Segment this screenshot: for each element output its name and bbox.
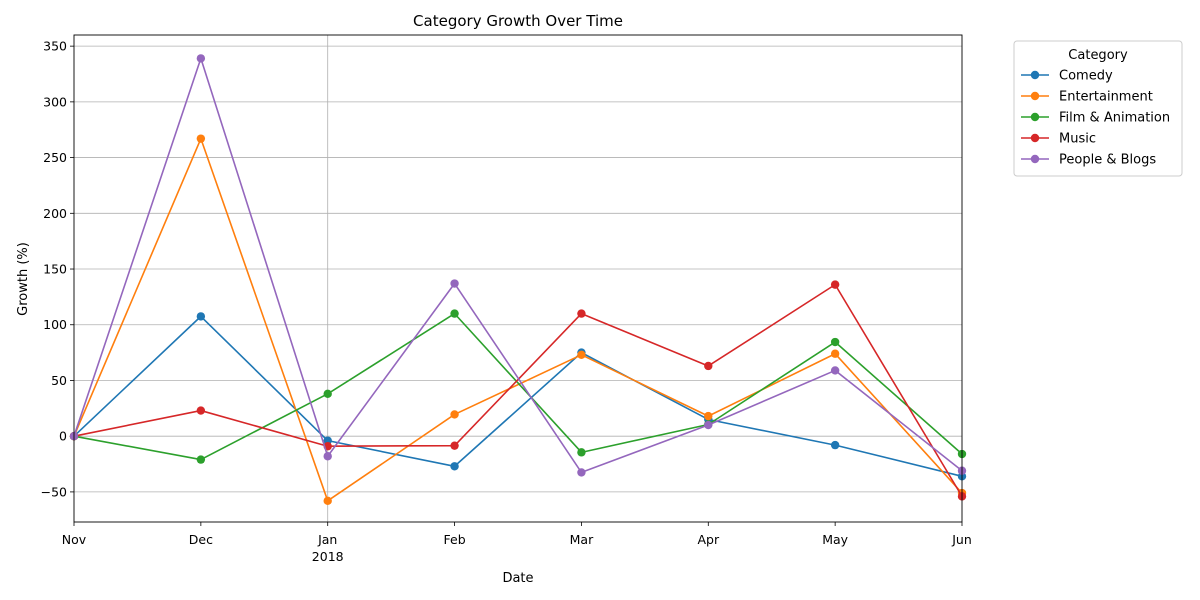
data-point xyxy=(830,337,840,347)
legend-marker xyxy=(1030,91,1040,101)
data-point xyxy=(196,134,206,143)
series-line xyxy=(73,315,963,478)
data-point xyxy=(577,448,586,457)
legend: Category Comedy Entertainment Film & Anima… xyxy=(1013,40,1183,177)
data-point xyxy=(577,350,586,360)
y-tick-label: 200 xyxy=(43,206,67,221)
data-point xyxy=(577,309,586,318)
y-tick-label: 250 xyxy=(43,150,67,165)
y-tick-label: −50 xyxy=(41,484,67,499)
data-point xyxy=(323,452,332,461)
data-point xyxy=(704,411,713,421)
data-point xyxy=(323,496,332,506)
data-point xyxy=(830,349,840,358)
y-tick-label: 350 xyxy=(43,39,67,54)
legend-label: Entertainment xyxy=(1059,90,1153,105)
legend-marker xyxy=(1030,70,1040,80)
x-tick-label: May xyxy=(822,532,848,547)
legend-marker xyxy=(1030,112,1040,122)
y-tick-label: 150 xyxy=(43,262,67,277)
data-point xyxy=(196,312,206,321)
y-tick-label: 50 xyxy=(51,373,67,388)
legend-title: Category xyxy=(1068,48,1128,63)
x-tick-label: Jan xyxy=(317,532,337,547)
x-tick-label: Feb xyxy=(444,532,466,547)
data-point xyxy=(450,462,459,471)
data-point xyxy=(196,54,206,63)
axes: −50 0 50 100 150 200 250 300 350 Nov Dec Jan 2018 Feb… xyxy=(41,39,972,564)
data-point xyxy=(830,440,840,450)
x-tick-label: Jun xyxy=(951,532,972,547)
data-point xyxy=(450,279,459,288)
legend-label: Film & Animation xyxy=(1059,111,1170,126)
data-point xyxy=(450,309,459,318)
series-line xyxy=(73,137,963,502)
data-point xyxy=(450,441,459,450)
legend-label: Music xyxy=(1059,132,1096,147)
y-axis-title: Growth (%) xyxy=(16,242,31,316)
data-point xyxy=(577,468,586,477)
data-point xyxy=(704,420,713,430)
x-year-label: 2018 xyxy=(312,549,344,564)
x-tick-label: Apr xyxy=(697,532,719,547)
x-tick-label: Nov xyxy=(62,532,87,547)
grid xyxy=(74,35,962,522)
y-tick-label: 0 xyxy=(59,429,67,444)
data-point xyxy=(450,410,459,419)
x-axis-title: Date xyxy=(502,571,533,586)
legend-box xyxy=(1013,40,1183,177)
data-point xyxy=(196,455,206,464)
series-layer xyxy=(69,54,967,506)
data-point xyxy=(323,389,332,399)
x-tick-label: Dec xyxy=(189,532,213,547)
legend-marker xyxy=(1030,154,1040,164)
y-tick-label: 300 xyxy=(43,94,67,109)
y-tick-label: 100 xyxy=(43,317,67,332)
chart-title: Category Growth Over Time xyxy=(413,12,623,30)
plot-border xyxy=(73,34,963,523)
legend-label: Comedy xyxy=(1059,69,1113,84)
series-line xyxy=(73,57,963,474)
data-point xyxy=(196,406,206,415)
data-point xyxy=(830,366,840,375)
series-line xyxy=(73,312,963,461)
series-line xyxy=(73,283,963,497)
data-point xyxy=(704,361,713,371)
data-point xyxy=(830,280,840,289)
legend-label: People & Blogs xyxy=(1059,153,1156,168)
x-tick-label: Mar xyxy=(570,532,594,547)
legend-marker xyxy=(1030,133,1040,143)
plot-frame xyxy=(73,34,963,523)
